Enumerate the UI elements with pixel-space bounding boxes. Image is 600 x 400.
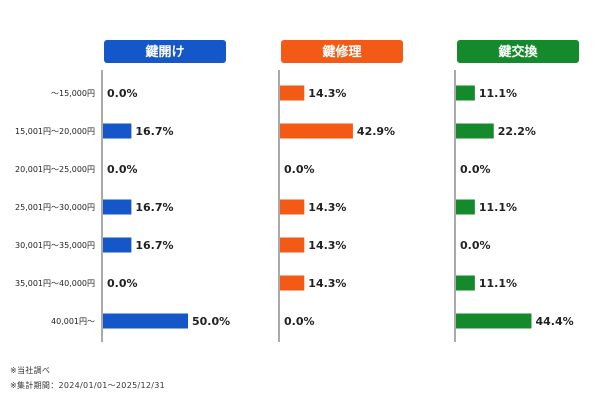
data-label: 0.0% <box>107 277 138 290</box>
series-header-label: 鍵交換 <box>498 44 538 60</box>
data-label: 50.0% <box>192 315 230 328</box>
data-label: 0.0% <box>107 163 138 176</box>
category-label: 20,001円～25,000円 <box>15 165 95 174</box>
bar <box>280 123 353 139</box>
series-header <box>104 40 226 63</box>
data-label: 0.0% <box>107 87 138 100</box>
data-label: 16.7% <box>135 125 173 138</box>
data-label: 11.1% <box>479 201 517 214</box>
data-label: 0.0% <box>460 239 491 252</box>
data-label: 44.4% <box>535 315 573 328</box>
bar <box>280 199 305 215</box>
bar <box>456 199 475 215</box>
bar <box>456 123 494 139</box>
bar <box>456 275 475 291</box>
series-header-label: 鍵開け <box>145 44 184 60</box>
data-label: 11.1% <box>479 277 517 290</box>
data-label: 14.3% <box>308 277 346 290</box>
data-label: 11.1% <box>479 87 517 100</box>
data-label: 42.9% <box>357 125 395 138</box>
footnote-period: ※集計期間：2024/01/01～2025/12/31 <box>10 381 166 390</box>
data-label: 16.7% <box>135 239 173 252</box>
series-header <box>457 40 579 63</box>
bar <box>103 237 132 253</box>
footnote-source: ※当社調べ <box>10 366 51 375</box>
category-label: 40,001円～ <box>51 317 95 326</box>
category-label: 35,001円～40,000円 <box>15 279 95 288</box>
bar <box>280 85 305 101</box>
bar <box>103 123 132 139</box>
category-label: ～15,000円 <box>51 89 95 98</box>
bar <box>456 85 475 101</box>
data-label: 0.0% <box>284 315 315 328</box>
data-label: 16.7% <box>135 201 173 214</box>
bar <box>103 199 132 215</box>
bar <box>456 313 532 329</box>
data-label: 14.3% <box>308 201 346 214</box>
data-label: 14.3% <box>308 239 346 252</box>
data-label: 22.2% <box>498 125 536 138</box>
bar <box>103 313 188 329</box>
category-label: 15,001円～20,000円 <box>15 127 95 136</box>
series-header <box>281 40 403 63</box>
series-header-label: 鍵修理 <box>322 44 361 60</box>
data-label: 14.3% <box>308 87 346 100</box>
data-label: 0.0% <box>284 163 315 176</box>
data-label: 0.0% <box>460 163 491 176</box>
category-label: 25,001円～30,000円 <box>15 203 95 212</box>
bar <box>280 237 305 253</box>
bar <box>280 275 305 291</box>
category-label: 30,001円～35,000円 <box>15 241 95 250</box>
